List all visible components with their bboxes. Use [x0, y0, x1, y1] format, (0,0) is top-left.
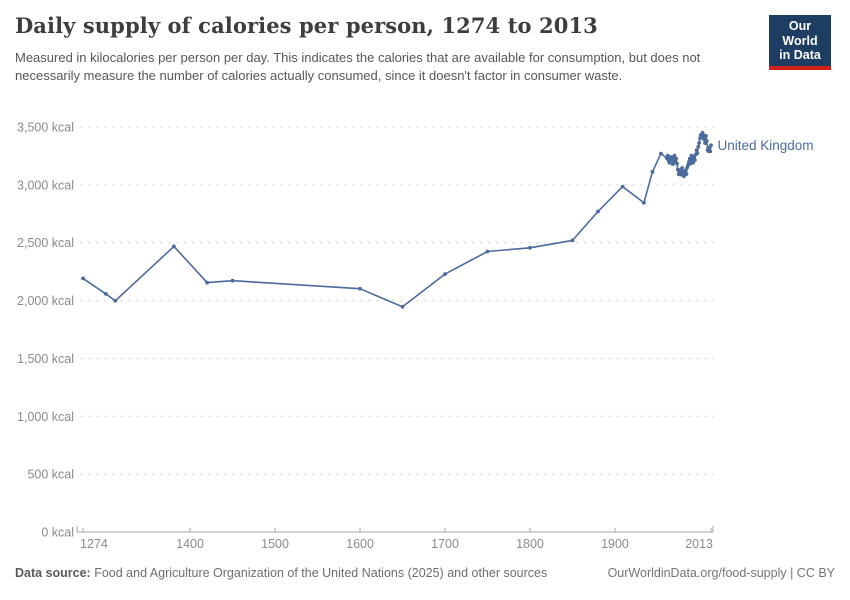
data-point-marker — [528, 245, 532, 250]
data-point-marker — [81, 276, 85, 281]
data-point-marker — [694, 148, 699, 153]
data-point-marker — [695, 151, 700, 156]
data-point-marker — [642, 200, 646, 205]
data-point-marker — [684, 172, 689, 177]
data-point-marker — [620, 184, 625, 189]
data-point-marker — [683, 168, 688, 173]
x-axis-tick-label: 1500 — [261, 537, 289, 551]
page-title: Daily supply of calories per person, 127… — [15, 13, 598, 38]
data-point-marker — [400, 304, 405, 309]
data-source-label: Data source: — [15, 566, 91, 580]
x-axis-tick-label: 1274 — [80, 537, 108, 551]
series-line-united-kingdom[interactable] — [82, 132, 712, 308]
data-point-marker — [672, 153, 677, 158]
data-source-text: Food and Agriculture Organization of the… — [90, 566, 548, 580]
data-point-marker — [704, 134, 708, 138]
owid-logo-text-line1: Our World — [782, 19, 818, 48]
data-point-marker — [205, 280, 210, 285]
data-point-marker — [485, 249, 490, 254]
data-point-marker — [709, 143, 713, 148]
data-point-marker — [358, 286, 362, 291]
y-axis-tick-label: 1,500 kcal — [17, 352, 74, 366]
y-axis-tick-label: 0 kcal — [41, 526, 74, 540]
chart-footer: Data source: Food and Agriculture Organi… — [15, 566, 835, 580]
data-point-marker — [696, 144, 701, 149]
license-link[interactable]: OurWorldinData.org/food-supply | CC BY — [607, 566, 835, 580]
data-point-marker — [675, 161, 679, 166]
data-point-marker — [704, 139, 709, 143]
y-axis-tick-label: 1,000 kcal — [17, 410, 74, 424]
y-axis-tick-label: 500 kcal — [27, 468, 74, 482]
chart-subtitle: Measured in kilocalories per person per … — [15, 50, 701, 83]
x-axis-tick-label: 1800 — [516, 537, 544, 551]
data-point-marker — [570, 238, 575, 243]
data-point-marker — [443, 272, 447, 276]
y-axis-tick-label: 2,000 kcal — [17, 294, 74, 308]
y-axis-tick-label: 3,000 kcal — [17, 178, 74, 192]
data-point-marker — [693, 158, 697, 162]
data-point-marker — [674, 156, 679, 161]
x-axis-tick-label: 1700 — [431, 537, 459, 551]
data-point-marker — [230, 278, 235, 283]
data-point-marker — [659, 151, 663, 156]
data-point-marker — [680, 166, 684, 170]
y-axis-tick-label: 2,500 kcal — [17, 236, 74, 250]
data-point-marker — [650, 170, 655, 174]
data-point-marker — [708, 149, 713, 154]
x-axis-tick-label: 1600 — [346, 537, 374, 551]
y-axis-tick-label: 3,500 kcal — [17, 121, 74, 135]
entity-label-united-kingdom[interactable]: United Kingdom — [718, 138, 814, 153]
data-point-marker — [113, 298, 118, 303]
data-source-note: Data source: Food and Agriculture Organi… — [15, 566, 547, 580]
x-axis-tick-label: 1900 — [601, 537, 629, 551]
owid-logo[interactable]: Our World in Data — [769, 15, 831, 70]
data-point-marker — [697, 141, 701, 145]
data-point-marker — [678, 172, 683, 177]
x-axis-tick-label: 2013 — [685, 537, 713, 551]
data-point-marker — [596, 209, 600, 214]
data-point-marker — [104, 292, 108, 296]
owid-logo-text-line2: in Data — [779, 48, 821, 62]
x-axis-tick-label: 1400 — [176, 537, 204, 551]
data-point-marker — [172, 244, 176, 249]
